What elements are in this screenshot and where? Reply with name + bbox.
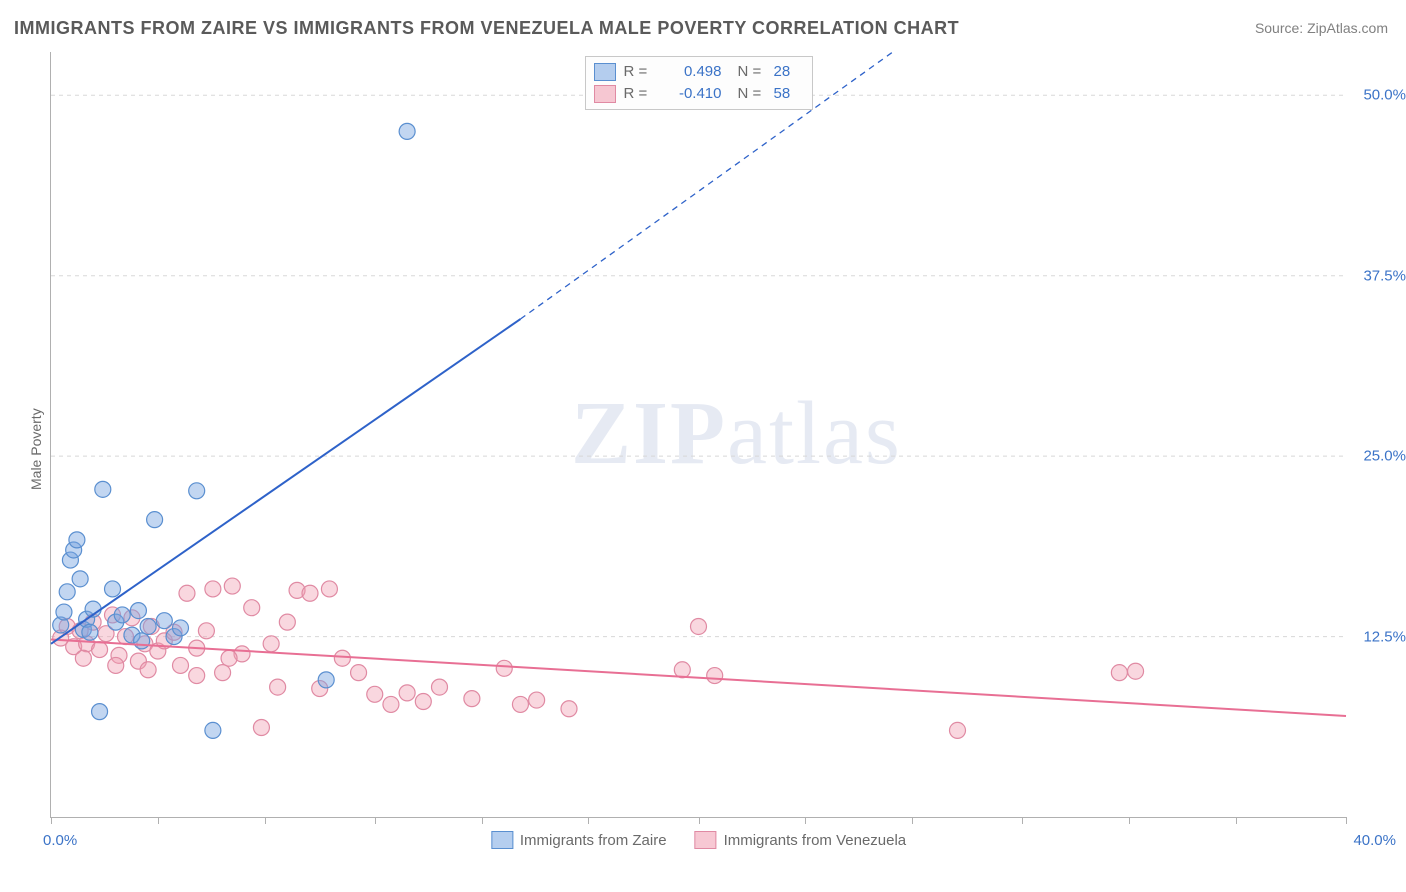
stats-row-venezuela: R = -0.410 N = 58 — [594, 83, 802, 105]
legend-item-venezuela: Immigrants from Venezuela — [695, 831, 907, 849]
legend-item-zaire: Immigrants from Zaire — [491, 831, 667, 849]
stats-row-zaire: R = 0.498 N = 28 — [594, 61, 802, 83]
x-tick — [912, 817, 913, 824]
x-tick — [1129, 817, 1130, 824]
y-axis-label: Male Poverty — [28, 408, 44, 490]
x-tick — [1236, 817, 1237, 824]
y-tick-label: 37.5% — [1363, 267, 1406, 284]
swatch-pink-icon — [594, 85, 616, 103]
x-tick — [1022, 817, 1023, 824]
stats-legend: R = 0.498 N = 28 R = -0.410 N = 58 — [585, 56, 813, 110]
r-label: R = — [624, 61, 652, 83]
legend-label-venezuela: Immigrants from Venezuela — [724, 832, 907, 849]
x-tick — [699, 817, 700, 824]
x-tick — [51, 817, 52, 824]
r-label: R = — [624, 83, 652, 105]
chart-title: IMMIGRANTS FROM ZAIRE VS IMMIGRANTS FROM… — [14, 18, 959, 39]
x-tick — [265, 817, 266, 824]
n-value-zaire: 28 — [774, 61, 802, 83]
y-tick-label: 50.0% — [1363, 87, 1406, 104]
x-tick — [805, 817, 806, 824]
x-tick — [482, 817, 483, 824]
legend-label-zaire: Immigrants from Zaire — [520, 832, 667, 849]
r-value-venezuela: -0.410 — [660, 83, 722, 105]
swatch-blue-icon — [594, 63, 616, 81]
swatch-pink-icon — [695, 831, 717, 849]
x-tick — [158, 817, 159, 824]
source-attribution: Source: ZipAtlas.com — [1255, 20, 1388, 36]
x-tick — [1346, 817, 1347, 824]
chart-svg — [51, 52, 1346, 817]
swatch-blue-icon — [491, 831, 513, 849]
n-label: N = — [738, 83, 766, 105]
r-value-zaire: 0.498 — [660, 61, 722, 83]
x-tick — [588, 817, 589, 824]
n-label: N = — [738, 61, 766, 83]
x-axis-min-label: 0.0% — [43, 832, 77, 849]
y-tick-label: 25.0% — [1363, 448, 1406, 465]
series-legend: Immigrants from Zaire Immigrants from Ve… — [491, 831, 906, 849]
x-axis-max-label: 40.0% — [1353, 832, 1396, 849]
x-tick — [375, 817, 376, 824]
y-tick-label: 12.5% — [1363, 628, 1406, 645]
n-value-venezuela: 58 — [774, 83, 802, 105]
plot-area: ZIPatlas R = 0.498 N = 28 R = -0.410 N =… — [50, 52, 1346, 818]
